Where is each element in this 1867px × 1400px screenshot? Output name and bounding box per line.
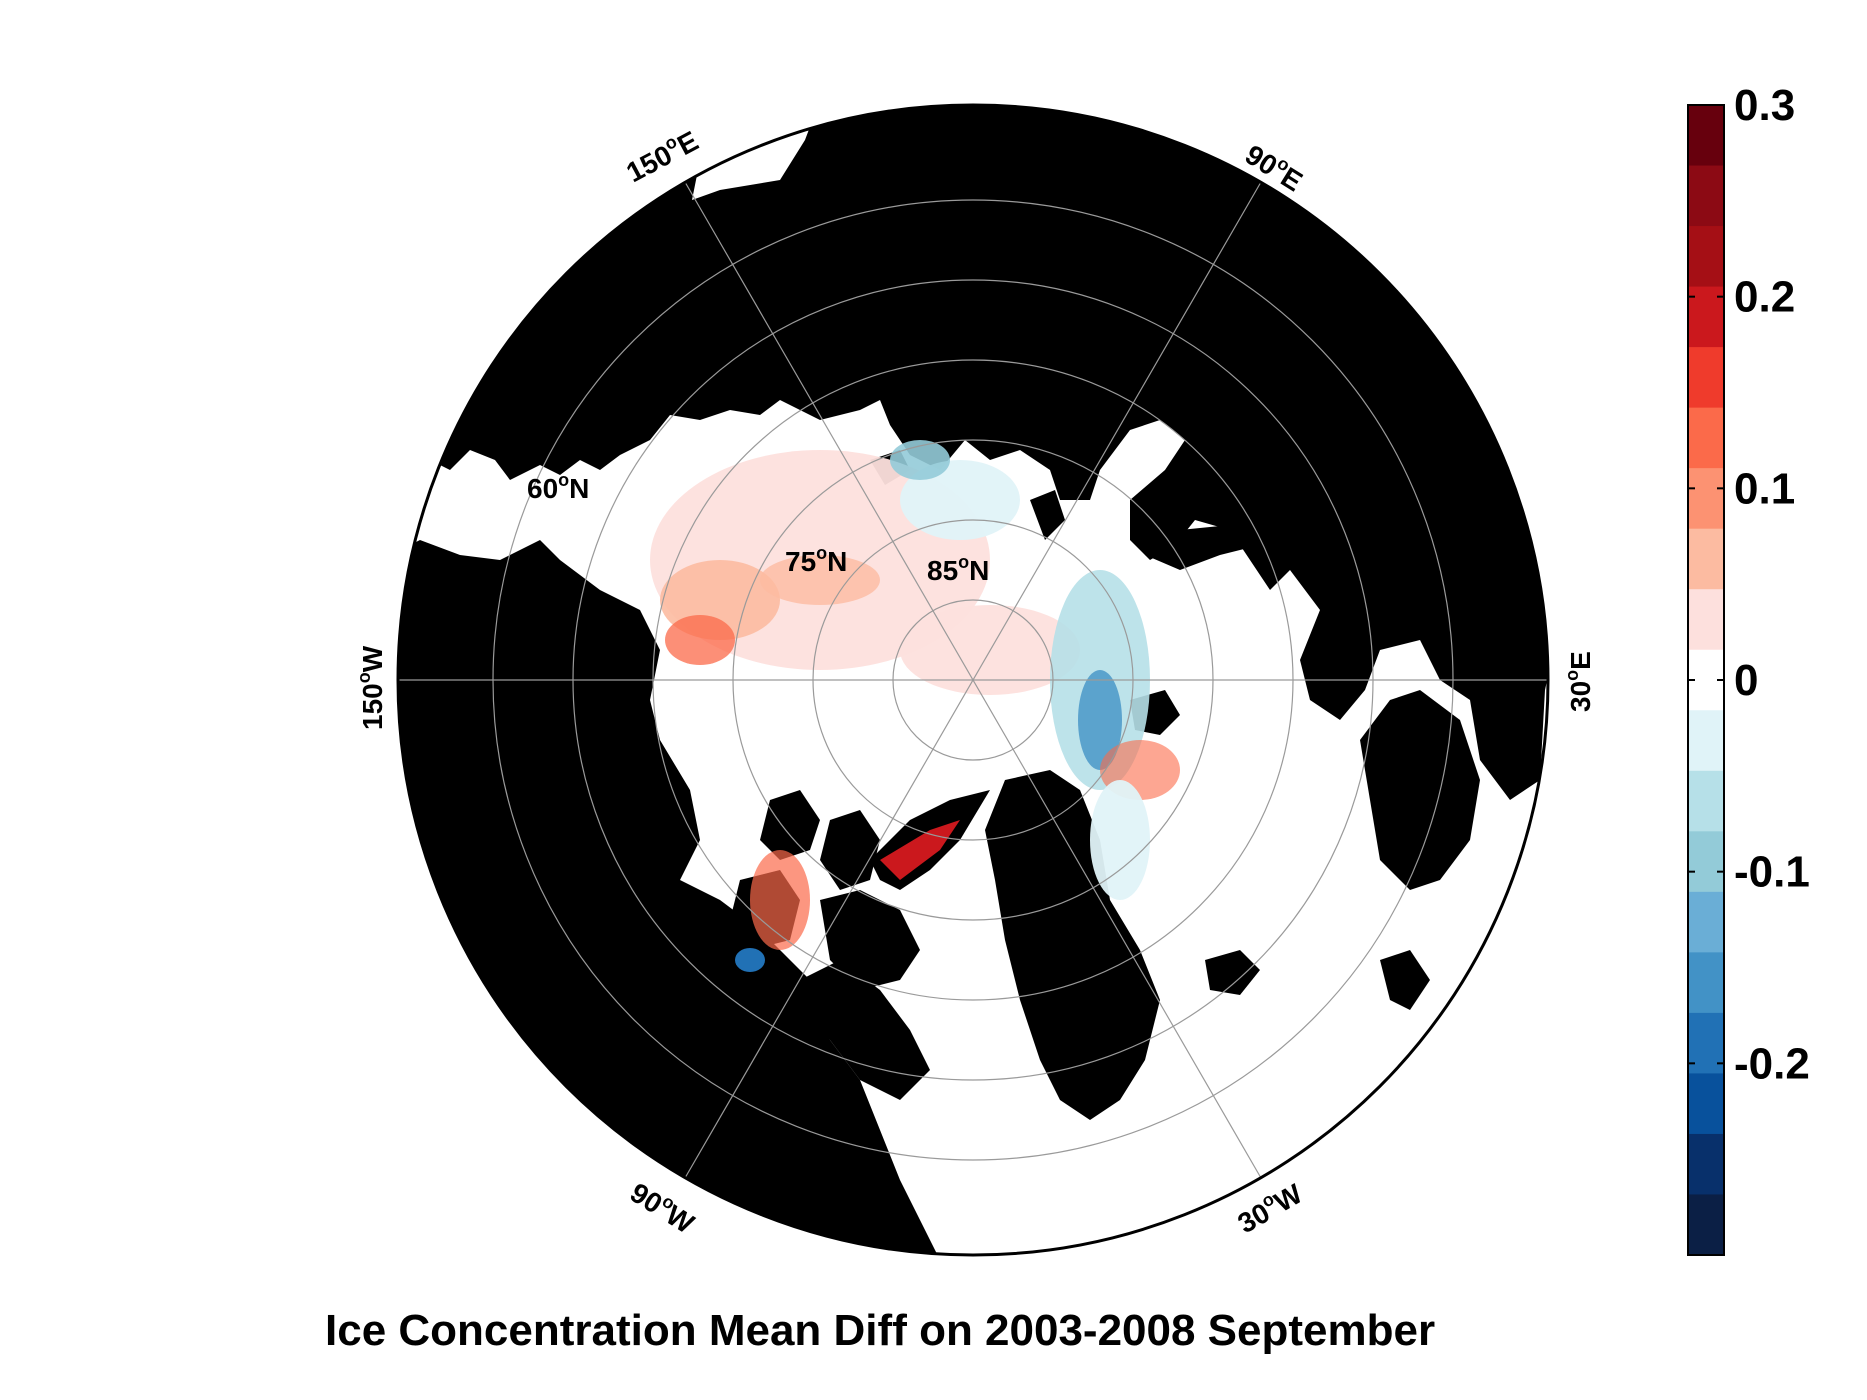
- colorbar-band: [1688, 710, 1724, 772]
- lon-label-30E: 30oE: [1562, 651, 1596, 712]
- land-scandinavia: [1360, 690, 1480, 890]
- graticule: [398, 181, 1548, 1179]
- positive-anomaly-region-4: [665, 615, 735, 665]
- land-britain: [1380, 950, 1430, 1010]
- latitude-labels: 60oN 75oN 85oN: [527, 470, 989, 586]
- lon-label-150W: 150oW: [354, 645, 388, 730]
- colorbar-bands: [1688, 105, 1724, 1256]
- colorbar-tick-label: 0.3: [1734, 81, 1795, 130]
- colorbar-band: [1688, 1133, 1724, 1195]
- colorbar-band: [1688, 468, 1724, 530]
- colorbar: 0.3 0.2 0.1 0 -0.1 -0.2: [1687, 81, 1810, 1256]
- map-border: [396, 103, 1550, 1257]
- negative-anomaly-region-4: [1078, 670, 1122, 770]
- lon-label-90W: 90oW: [625, 1174, 702, 1239]
- land-novaya-zemlya: [1145, 525, 1260, 570]
- positive-anomaly-archipelago: [750, 850, 810, 950]
- colorbar-band: [1688, 105, 1724, 167]
- land-masses: [398, 105, 1548, 1255]
- colorbar-tick-label: 0.2: [1734, 273, 1795, 322]
- negative-anomaly-archipelago: [735, 948, 765, 972]
- meridian-90E-90W: [684, 181, 1262, 1179]
- colorbar-band: [1688, 1012, 1724, 1074]
- colorbar-tick-label: 0: [1734, 656, 1758, 705]
- polar-map: [398, 105, 1548, 1255]
- positive-anomaly-nares: [880, 820, 960, 880]
- land-greenland: [985, 770, 1160, 1120]
- colorbar-band: [1688, 770, 1724, 832]
- negative-anomaly-region-5: [1090, 780, 1150, 900]
- ice-difference-field: [650, 440, 1180, 972]
- colorbar-band: [1688, 589, 1724, 651]
- land-eurasia: [410, 105, 1548, 800]
- lat-label-60: 60oN: [527, 470, 589, 504]
- colorbar-ticks: 0.3 0.2 0.1 0 -0.1 -0.2: [1688, 81, 1810, 1088]
- colorbar-band: [1688, 1073, 1724, 1135]
- land-baffin: [800, 960, 930, 1100]
- colorbar-band: [1688, 528, 1724, 590]
- colorbar-band: [1688, 165, 1724, 227]
- land-archipelago-1: [760, 790, 820, 860]
- figure-title: Ice Concentration Mean Diff on 2003-2008…: [325, 1306, 1435, 1355]
- colorbar-band: [1688, 1194, 1724, 1256]
- colorbar-tick-label: -0.2: [1734, 1039, 1810, 1088]
- colorbar-tick-label: 0.1: [1734, 464, 1795, 513]
- colorbar-band: [1688, 347, 1724, 409]
- colorbar-band: [1688, 407, 1724, 469]
- colorbar-tick-label: -0.1: [1734, 848, 1810, 897]
- colorbar-band: [1688, 891, 1724, 953]
- colorbar-band: [1688, 952, 1724, 1014]
- colorbar-band: [1688, 226, 1724, 288]
- land-archipelago-2: [820, 810, 880, 890]
- negative-anomaly-region-1: [900, 460, 1020, 540]
- colorbar-band: [1688, 831, 1724, 893]
- lat-label-75: 75oN: [785, 543, 847, 577]
- lat-label-85: 85oN: [927, 552, 989, 586]
- land-iceland: [1205, 950, 1260, 995]
- positive-anomaly-region-3: [760, 555, 880, 605]
- land-severnaya-zemlya: [1030, 490, 1065, 540]
